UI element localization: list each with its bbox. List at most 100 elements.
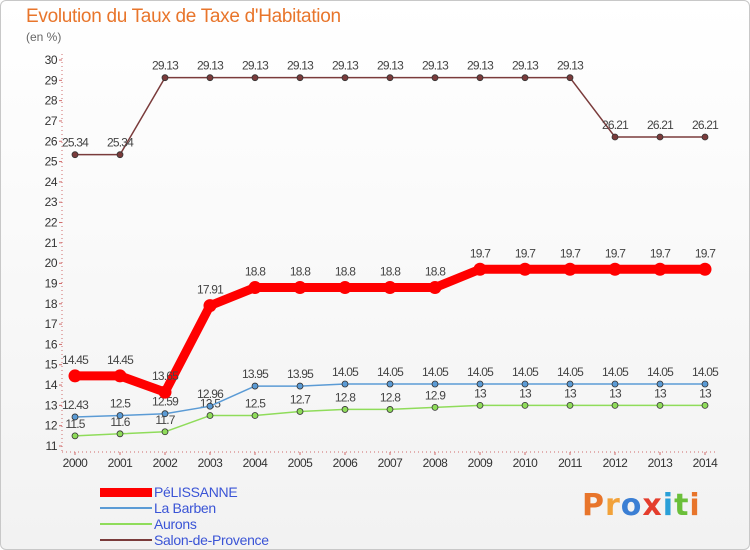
legend-swatch bbox=[100, 487, 152, 497]
data-label: 12.8 bbox=[335, 390, 356, 404]
data-point bbox=[566, 401, 574, 409]
data-point bbox=[296, 382, 304, 390]
data-label: 18.8 bbox=[290, 265, 311, 279]
data-point bbox=[116, 151, 124, 159]
data-label: 13 bbox=[519, 386, 532, 400]
data-point bbox=[521, 380, 529, 388]
y-tick-label: 22 bbox=[45, 216, 58, 230]
data-label: 13.95 bbox=[287, 367, 314, 381]
y-tick-label: 23 bbox=[45, 195, 58, 209]
legend-label: PéLISSANNE bbox=[154, 484, 238, 500]
data-label: 18.8 bbox=[335, 265, 356, 279]
y-tick-label: 14 bbox=[45, 378, 58, 392]
data-point bbox=[566, 74, 574, 82]
data-point bbox=[161, 74, 169, 82]
x-tick-label: 2008 bbox=[423, 456, 449, 470]
x-tick-label: 2003 bbox=[198, 456, 224, 470]
y-tick-label: 18 bbox=[45, 297, 58, 311]
data-point bbox=[116, 430, 124, 438]
data-label: 14.05 bbox=[557, 365, 584, 379]
y-tick-label: 15 bbox=[45, 358, 58, 372]
legend-label: La Barben bbox=[154, 500, 216, 516]
data-label: 14.05 bbox=[467, 365, 494, 379]
y-tick-label: 12 bbox=[45, 419, 58, 433]
data-label: 12.8 bbox=[380, 390, 401, 404]
data-label: 14.05 bbox=[647, 365, 674, 379]
data-label: 13 bbox=[654, 386, 667, 400]
data-point bbox=[608, 262, 622, 276]
data-label: 19.7 bbox=[650, 246, 671, 260]
data-label: 26.21 bbox=[692, 118, 719, 132]
data-label: 19.7 bbox=[515, 246, 536, 260]
y-tick-label: 17 bbox=[45, 317, 58, 331]
data-label: 12.59 bbox=[152, 395, 179, 409]
data-label: 12.5 bbox=[110, 397, 131, 411]
data-point bbox=[518, 262, 532, 276]
data-point bbox=[653, 262, 667, 276]
data-label: 29.13 bbox=[287, 59, 314, 73]
x-tick-label: 2013 bbox=[648, 456, 674, 470]
data-point bbox=[476, 380, 484, 388]
data-point bbox=[248, 281, 262, 295]
data-label: 14.05 bbox=[332, 365, 359, 379]
proxiti-logo: Proxiti bbox=[582, 488, 701, 523]
data-point bbox=[383, 281, 397, 295]
data-label: 19.7 bbox=[560, 246, 581, 260]
data-label: 26.21 bbox=[647, 118, 674, 132]
y-tick-label: 21 bbox=[45, 236, 58, 250]
data-point bbox=[386, 380, 394, 388]
y-tick-label: 30 bbox=[45, 53, 58, 67]
data-point bbox=[206, 74, 214, 82]
data-label: 19.7 bbox=[695, 246, 716, 260]
data-point bbox=[656, 133, 664, 141]
data-label: 18.8 bbox=[425, 265, 446, 279]
data-point bbox=[296, 408, 304, 415]
data-label: 19.7 bbox=[605, 246, 626, 260]
data-label: 18.8 bbox=[380, 265, 401, 279]
data-point bbox=[296, 74, 304, 82]
data-point bbox=[341, 74, 349, 82]
series-line bbox=[75, 76, 705, 156]
chart-subtitle: (en %) bbox=[26, 30, 62, 44]
x-tick-label: 2014 bbox=[693, 456, 719, 470]
data-label: 29.13 bbox=[467, 59, 494, 73]
data-point bbox=[698, 262, 712, 276]
data-label: 26.21 bbox=[602, 118, 629, 132]
x-tick-label: 2002 bbox=[153, 456, 179, 470]
data-point bbox=[566, 380, 574, 388]
data-label: 29.13 bbox=[377, 59, 404, 73]
data-point bbox=[701, 133, 709, 141]
data-point bbox=[161, 428, 169, 436]
data-label: 12.7 bbox=[290, 392, 311, 406]
data-point bbox=[476, 401, 484, 409]
data-point bbox=[161, 410, 169, 418]
x-tick-label: 2012 bbox=[603, 456, 629, 470]
data-label: 18.8 bbox=[245, 265, 266, 279]
y-tick-label: 13 bbox=[45, 398, 58, 412]
data-label: 17.91 bbox=[197, 283, 224, 297]
data-point bbox=[611, 380, 619, 388]
logo-letter: o bbox=[620, 488, 643, 523]
y-tick-label: 29 bbox=[45, 73, 58, 87]
chart-title: Evolution du Taux de Taxe d'Habitation bbox=[26, 6, 341, 27]
data-label: 14.05 bbox=[377, 365, 404, 379]
data-label: 13 bbox=[474, 386, 487, 400]
data-label: 29.13 bbox=[152, 59, 179, 73]
data-label: 14.45 bbox=[107, 353, 134, 367]
data-point bbox=[428, 281, 442, 295]
data-label: 29.13 bbox=[332, 59, 359, 73]
data-point bbox=[563, 262, 577, 276]
data-point bbox=[251, 382, 259, 390]
y-tick-label: 25 bbox=[45, 155, 58, 169]
data-label: 29.13 bbox=[557, 59, 584, 73]
legend-label: Aurons bbox=[154, 516, 197, 532]
logo-letter: i bbox=[689, 488, 701, 523]
data-label: 25.34 bbox=[62, 136, 89, 150]
logo-letter: P bbox=[582, 488, 605, 523]
data-label: 14.05 bbox=[692, 365, 719, 379]
x-tick-label: 2010 bbox=[513, 456, 539, 470]
data-point bbox=[701, 401, 709, 409]
data-label: 11.5 bbox=[65, 417, 85, 431]
data-label: 29.13 bbox=[422, 59, 449, 73]
x-tick-label: 2001 bbox=[108, 456, 134, 470]
